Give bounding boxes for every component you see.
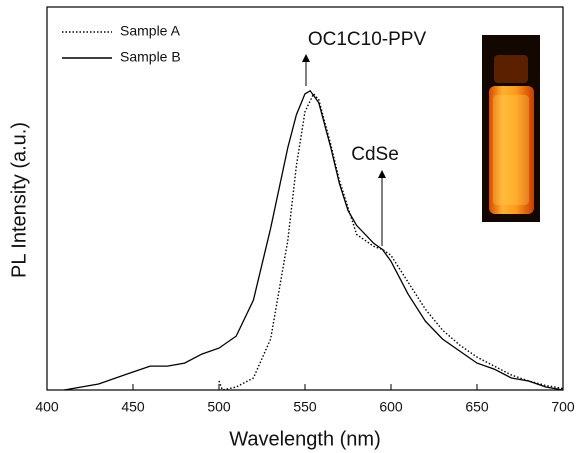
inset-photo	[482, 35, 540, 222]
line-series	[64, 89, 564, 391]
x-tick-label: 600	[379, 399, 403, 415]
y-axis-label: PL Intensity (a.u.)	[8, 122, 30, 278]
annotation-arrows	[302, 54, 386, 246]
line-series	[218, 92, 564, 391]
x-tick-label: 400	[35, 399, 59, 415]
x-tick-label: 500	[207, 399, 231, 415]
annotation: CdSe	[351, 144, 399, 165]
annotation: OC1C10-PPV	[308, 29, 427, 50]
x-tick-label: 450	[121, 399, 145, 415]
x-tick-label: 700	[551, 399, 575, 415]
legend-label: Sample B	[120, 49, 181, 65]
x-tick-label: 650	[465, 399, 489, 415]
x-axis-label: Wavelength (nm)	[229, 428, 381, 450]
legend-label: Sample A	[120, 23, 181, 39]
x-tick-label: 550	[293, 399, 317, 415]
